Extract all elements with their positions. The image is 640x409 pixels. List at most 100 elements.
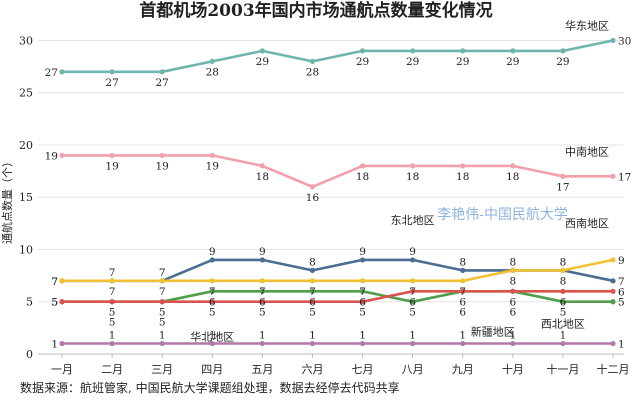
data-label: 30 [618,35,631,47]
data-point [610,257,616,263]
data-label: 18 [456,171,469,183]
data-point [259,278,265,284]
data-label: 1 [359,330,366,342]
data-label: 8 [459,256,466,268]
data-point [610,37,616,44]
data-label: 7 [259,286,266,298]
data-label: 6 [618,286,625,298]
data-point [410,299,416,305]
data-label: 7 [409,286,416,298]
y-tick-label: 0 [26,348,33,361]
data-point [410,278,416,284]
data-label: 6 [509,306,516,318]
series-lines [59,37,616,347]
data-point [359,340,366,347]
data-label: 7 [309,286,316,298]
data-point [109,340,115,347]
data-point [259,257,265,263]
data-point [460,278,466,284]
watermark: 李艳伟-中国民航大学 [437,207,568,223]
data-label: 9 [209,246,216,258]
series-name-label: 华东地区 [565,18,609,32]
data-label: 7 [109,286,116,298]
data-point [209,340,215,347]
data-point [109,278,115,284]
series-name-label: 西南地区 [565,217,609,230]
data-point [259,288,265,294]
data-label: 27 [45,67,58,79]
series-line [62,289,613,304]
data-point [59,278,65,284]
data-point [309,58,316,64]
data-label: 7 [618,276,625,288]
data-point [259,340,265,347]
data-label: 18 [506,171,519,183]
data-label: 8 [560,275,567,287]
data-point [560,173,566,179]
chart-title: 首都机场2003年国内市场通航点数量变化情况 [139,0,492,21]
data-label: 19 [45,150,58,162]
data-point [560,267,566,273]
data-label: 6 [359,296,366,308]
data-point [309,299,316,305]
data-point [59,69,65,75]
x-tick-label: 七月 [352,363,374,376]
data-label: 7 [209,286,216,298]
data-label: 5 [109,307,116,319]
data-point [359,163,366,169]
data-label: 29 [456,56,469,68]
data-label: 18 [406,171,419,183]
x-tick-label: 一月 [51,363,73,376]
data-point [410,340,416,347]
data-label: 7 [109,267,116,279]
data-point [610,340,616,347]
data-point [259,299,265,305]
x-tick-label: 五月 [251,363,273,376]
data-source-note: 数据来源：航班管家, 中国民航大学课题组处理，数据去经停去代码共享 [20,380,400,395]
data-point [59,152,65,159]
data-point [610,173,616,179]
data-label: 9 [359,246,366,258]
y-tick-label: 25 [19,87,33,100]
data-point [109,152,115,159]
series-name-label: 华北地区 [190,330,234,344]
data-label: 6 [309,296,316,308]
data-label: 18 [256,171,269,183]
x-tick-label: 二月 [101,363,123,376]
data-label: 29 [506,56,519,68]
data-label: 1 [509,330,516,342]
data-point [309,267,316,273]
data-point [209,152,215,159]
data-label: 29 [406,56,419,68]
data-label: 5 [409,307,416,319]
x-tick-label: 三月 [151,363,173,376]
data-label: 7 [159,286,166,298]
data-label: 5 [109,317,116,329]
data-point [460,163,466,169]
data-label: 19 [155,160,168,172]
data-point [610,278,616,284]
data-point [209,257,215,263]
data-point [159,152,165,159]
data-label: 6 [259,296,266,308]
y-tick-label: 15 [19,191,33,204]
data-point [460,340,466,347]
data-point [359,278,366,284]
data-label: 5 [209,307,216,319]
data-label: 19 [105,160,118,172]
series-name-label: 新疆地区 [471,325,515,339]
x-tick-label: 九月 [452,363,474,376]
data-point [59,340,65,347]
data-label: 7 [51,276,58,288]
data-label: 6 [560,296,567,308]
data-point [159,278,165,284]
series-line [62,39,614,74]
data-label: 6 [409,296,416,308]
data-label: 19 [206,160,219,172]
series-name-label: 中南地区 [565,145,609,158]
data-labels: 2719775512719775512719775512819976512918… [45,35,632,350]
data-point [309,288,316,294]
x-tick-label: 十二月 [597,362,630,376]
data-point [560,288,566,294]
